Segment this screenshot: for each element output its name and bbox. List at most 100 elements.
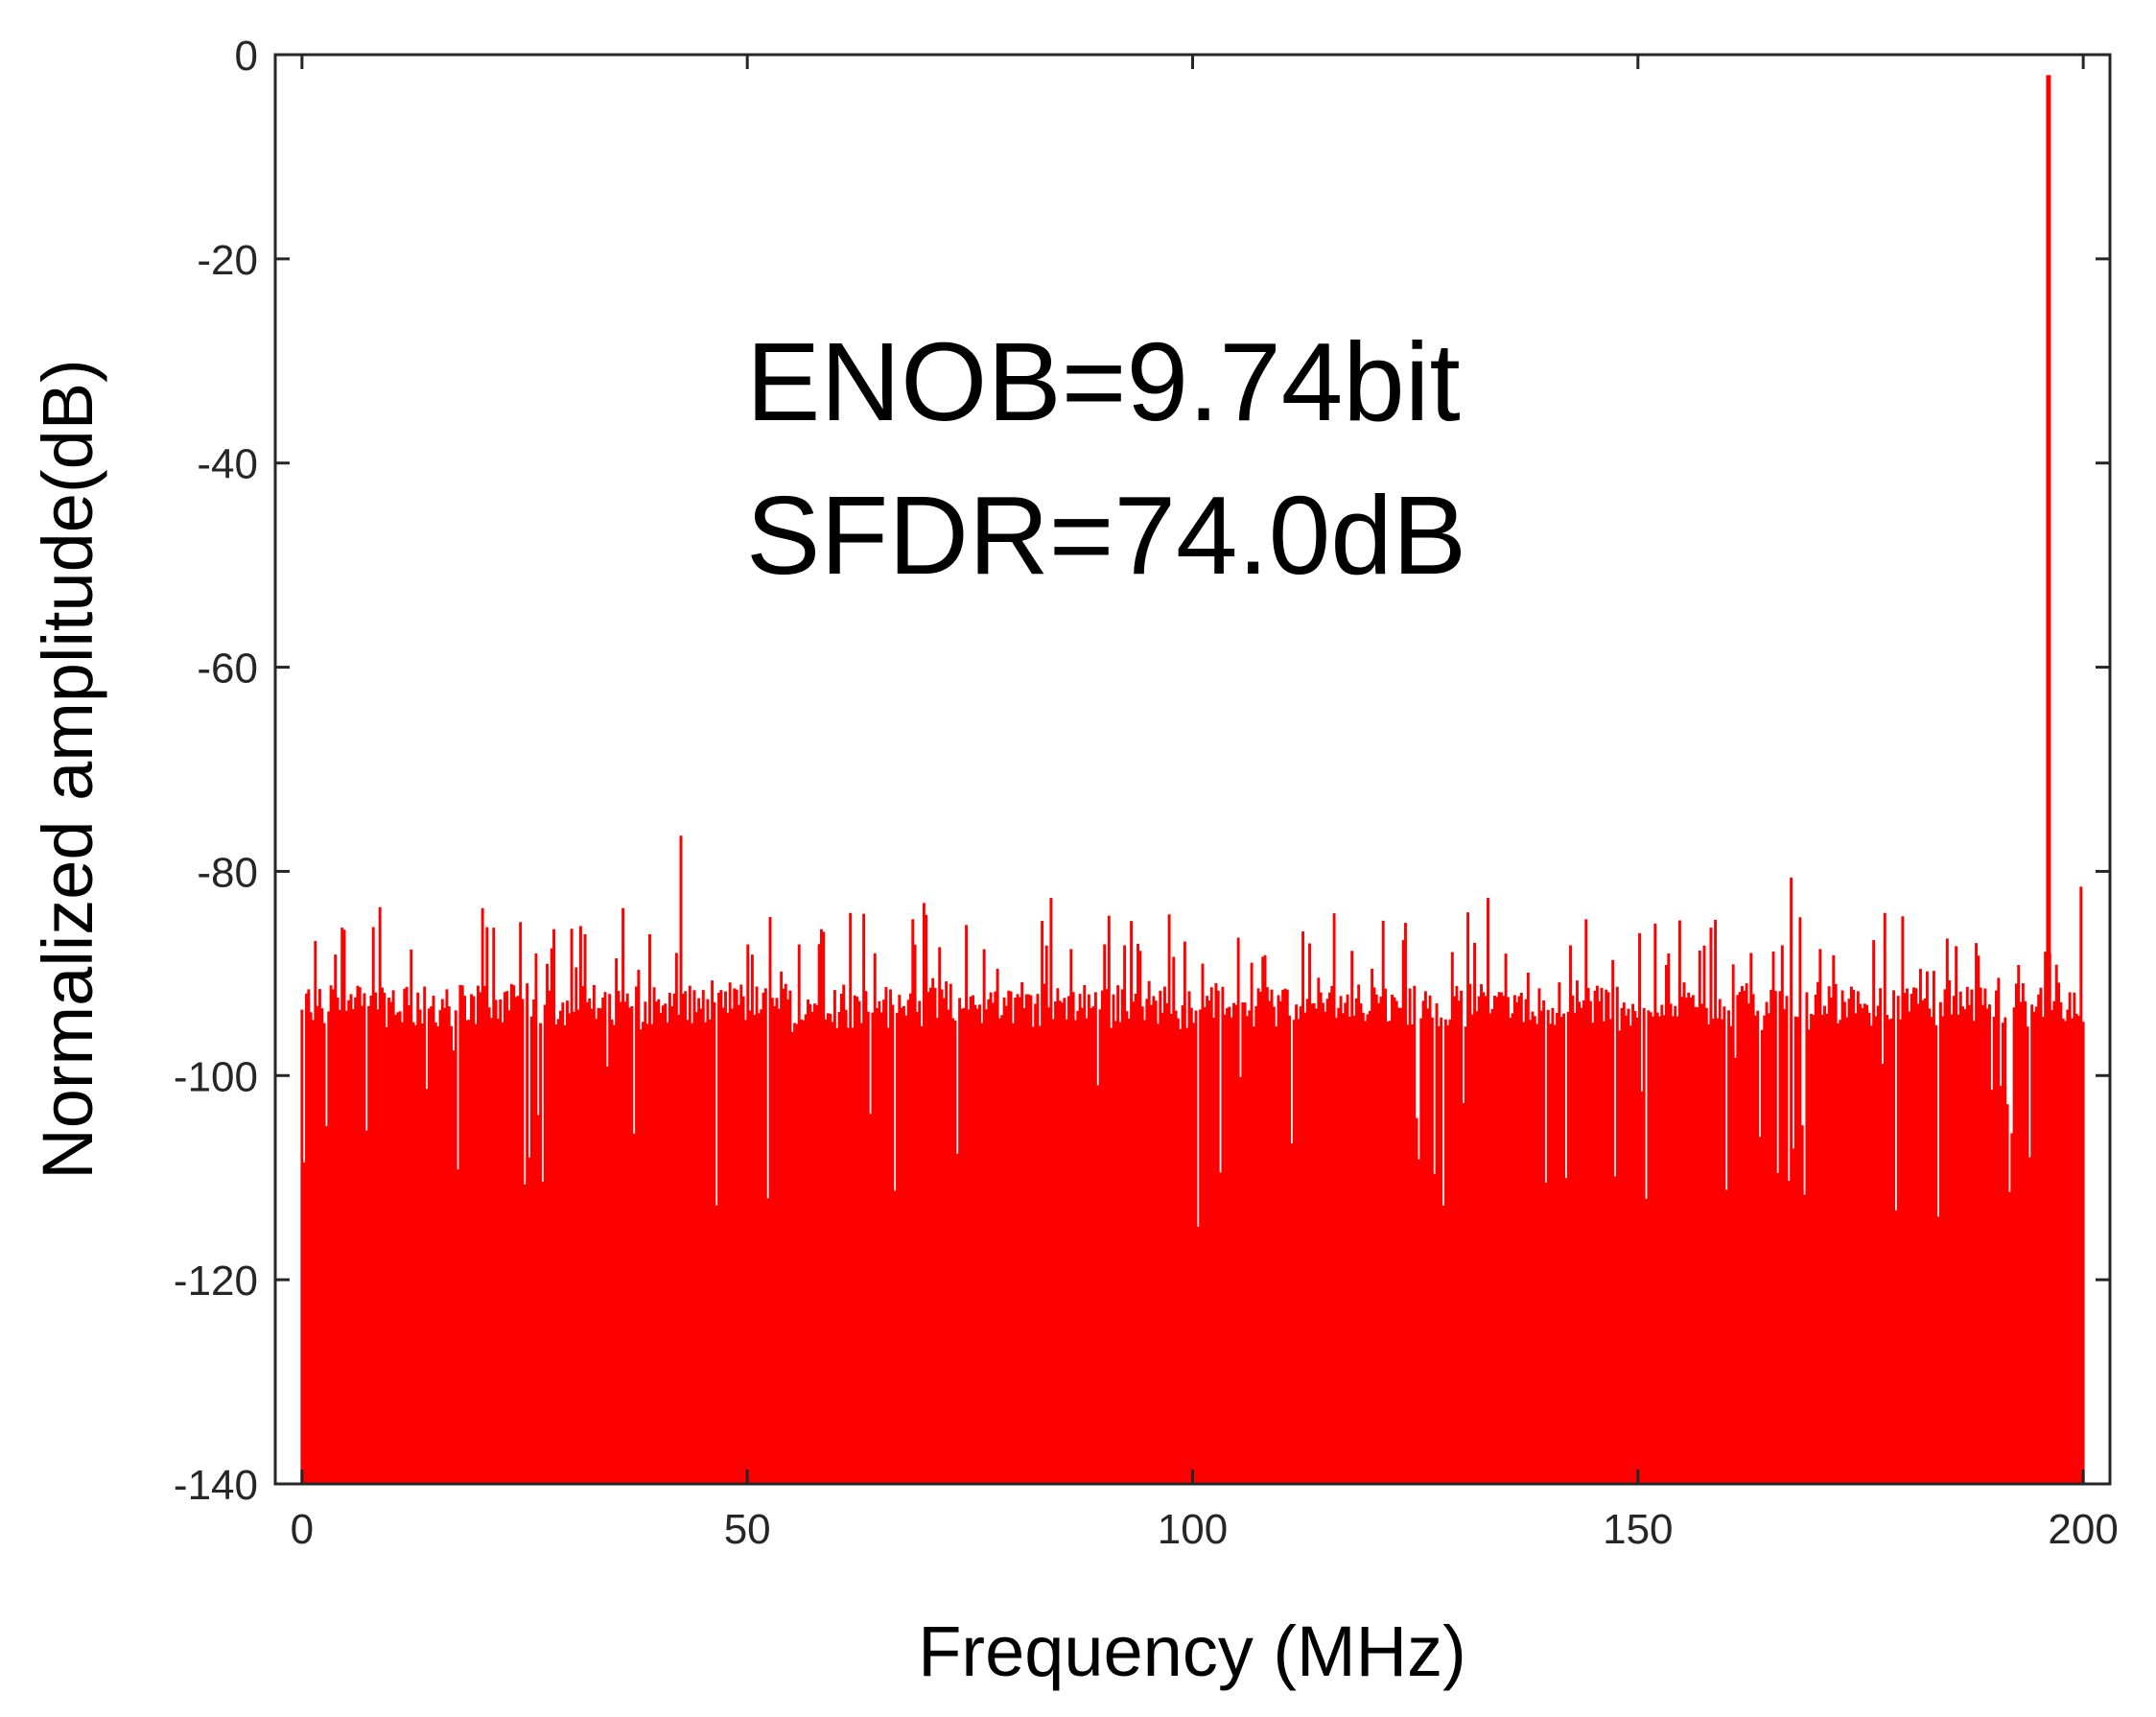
spectrum-bar xyxy=(1800,1125,1804,1484)
spectrum-bar xyxy=(717,993,720,1484)
spectrum-bar xyxy=(1206,996,1209,1484)
spectrum-bar xyxy=(1511,1013,1514,1484)
spectrum-bar xyxy=(1950,1014,1954,1484)
spectrum-bar xyxy=(1591,1023,1595,1484)
spectrum-bar xyxy=(483,985,486,1484)
spectrum-bar xyxy=(1968,1004,1972,1484)
spectrum-bar xyxy=(1009,991,1013,1484)
spectrum-bar xyxy=(684,991,688,1484)
spectrum-bar xyxy=(1559,1017,1563,1484)
spectrum-bar xyxy=(1649,1012,1652,1484)
spectrum-bar xyxy=(1159,990,1162,1484)
spectrum-bar xyxy=(1303,1012,1307,1484)
spectrum-bar xyxy=(541,1181,545,1484)
spectrum-bar xyxy=(1977,955,1980,1484)
spectrum-bar xyxy=(2017,965,2021,1484)
spectrum-bar xyxy=(1140,1006,1144,1484)
spectrum-bar xyxy=(1110,1027,1113,1484)
spectrum-bar xyxy=(1749,953,1753,1484)
spectrum-bar xyxy=(436,1026,440,1484)
spectrum-bar xyxy=(1537,988,1541,1484)
spectrum-bar xyxy=(1187,991,1191,1484)
spectrum-bar xyxy=(674,953,678,1484)
spectrum-bar xyxy=(1689,997,1693,1484)
spectrum-bar xyxy=(351,1009,355,1484)
spectrum-bar xyxy=(1823,1005,1826,1484)
spectrum-bar xyxy=(873,953,877,1484)
spectrum-bar xyxy=(1820,1014,1824,1484)
spectrum-bar xyxy=(470,994,473,1484)
spectrum-bar xyxy=(871,1012,875,1484)
spectrum-bar xyxy=(1707,1023,1711,1484)
spectrum-bar xyxy=(891,1004,895,1484)
spectrum-bar xyxy=(731,1008,734,1484)
spectrum-bar xyxy=(1049,898,1053,1484)
spectrum-bar xyxy=(645,1023,649,1484)
spectrum-bar xyxy=(953,1020,957,1484)
spectrum-bar xyxy=(1245,1016,1249,1484)
spectrum-bar xyxy=(1810,1013,1814,1484)
spectrum-bar xyxy=(418,1009,422,1484)
spectrum-bar xyxy=(1988,1004,1991,1484)
spectrum-bar xyxy=(1696,1007,1699,1484)
x-tick-label: 150 xyxy=(1603,1506,1673,1553)
spectrum-bar xyxy=(804,1014,808,1484)
spectrum-bar xyxy=(1258,991,1262,1484)
spectrum-bar xyxy=(1990,1089,1994,1484)
spectrum-bar xyxy=(2066,1009,2070,1484)
spectrum-bar xyxy=(1127,1018,1131,1484)
spectrum-bar xyxy=(1352,1015,1356,1484)
spectrum-bar xyxy=(519,922,523,1484)
x-tick-label: 50 xyxy=(724,1506,771,1553)
spectrum-bar xyxy=(782,988,785,1484)
spectrum-bar xyxy=(996,968,999,1484)
spectrum-bar xyxy=(1943,989,1947,1484)
spectrum-bar xyxy=(670,1006,674,1484)
spectrum-bar xyxy=(788,990,792,1484)
spectrum-bar xyxy=(1526,972,1530,1484)
spectrum-bar xyxy=(1093,992,1097,1484)
spectrum-bar xyxy=(925,914,928,1484)
spectrum-bar xyxy=(1372,987,1376,1484)
spectrum-bar xyxy=(1399,1007,1403,1484)
spectrum-bar xyxy=(1765,1001,1769,1484)
spectrum-bar xyxy=(610,1019,614,1484)
spectrum-bar xyxy=(1812,1015,1816,1484)
spectrum-bar xyxy=(1201,963,1205,1484)
spectrum-bar xyxy=(1011,1023,1015,1484)
spectrum-bar xyxy=(849,912,853,1484)
spectrum-bar xyxy=(1517,996,1521,1484)
spectrum-bar xyxy=(922,903,926,1484)
spectrum-bar xyxy=(1406,1024,1410,1484)
spectrum-bar xyxy=(949,983,952,1484)
spectrum-bar xyxy=(1448,1019,1452,1484)
spectrum-bar xyxy=(1241,1002,1245,1484)
spectrum-bar xyxy=(808,1003,812,1484)
spectrum-bar xyxy=(1152,996,1156,1484)
spectrum-bar xyxy=(1660,1004,1664,1484)
spectrum-bar xyxy=(1295,1004,1299,1484)
spectrum-bar xyxy=(2068,992,2072,1484)
spectrum-bar xyxy=(1254,1005,1258,1484)
spectrum-bar xyxy=(958,998,962,1484)
spectrum-bar xyxy=(1647,1010,1651,1484)
spectrum-bar xyxy=(1145,999,1149,1484)
spectrum-bar xyxy=(648,933,651,1484)
spectrum-bar xyxy=(1056,988,1060,1484)
spectrum-bar xyxy=(534,953,538,1484)
spectrum-bar xyxy=(1132,1001,1136,1484)
spectrum-bar xyxy=(1886,1014,1889,1484)
spectrum-bar xyxy=(561,1002,565,1484)
spectrum-bar xyxy=(369,995,373,1484)
spectrum-bar xyxy=(1680,997,1684,1484)
spectrum-bar xyxy=(1606,992,1610,1484)
spectrum-bar xyxy=(2010,1133,2014,1484)
spectrum-bar xyxy=(1083,984,1087,1484)
spectrum-bar xyxy=(1887,1019,1891,1484)
spectrum-bar xyxy=(913,944,917,1484)
spectrum-bar xyxy=(713,1001,716,1484)
spectrum-bar xyxy=(403,988,407,1484)
spectrum-bar xyxy=(1934,1024,1938,1484)
spectrum-bar xyxy=(1691,995,1695,1484)
spectrum-bar xyxy=(2079,886,2083,1484)
